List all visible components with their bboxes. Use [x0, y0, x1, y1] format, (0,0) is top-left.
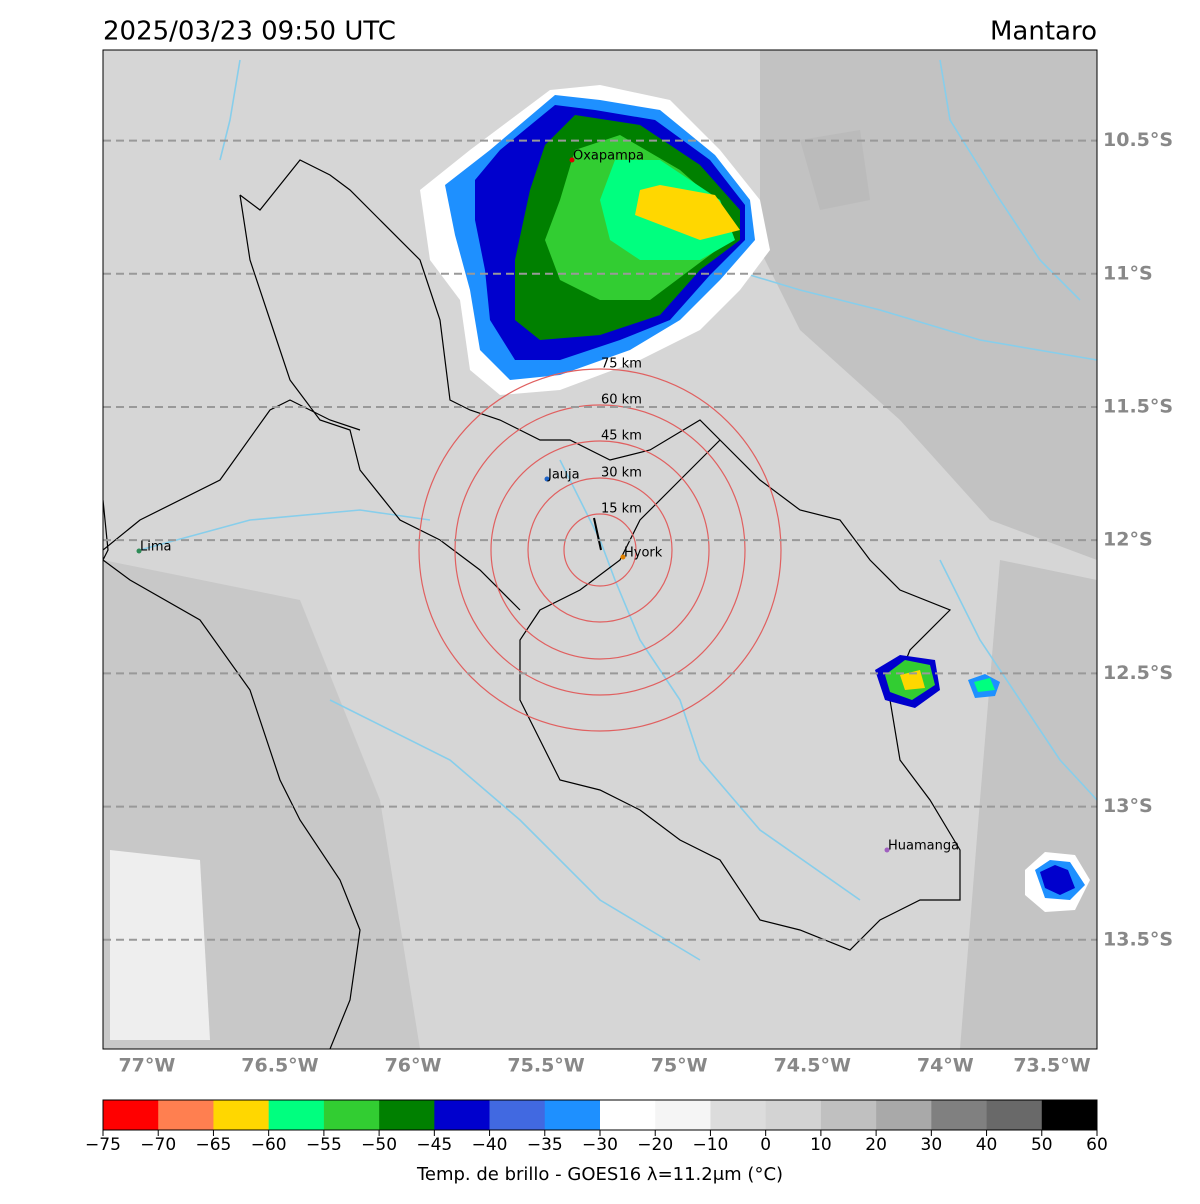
colorbar-segment: [489, 1100, 546, 1130]
colorbar-tick-label: −65: [195, 1135, 231, 1155]
y-tick-label: 10.5°S: [1103, 129, 1173, 151]
x-tick-label: 74°W: [917, 1055, 974, 1077]
colorbar-segment: [820, 1100, 877, 1130]
colorbar-tick-label: −60: [251, 1135, 287, 1155]
colorbar-segment: [213, 1100, 269, 1130]
colorbar-segment: [876, 1100, 932, 1130]
colorbar-segment: [103, 1100, 159, 1130]
y-tick-label: 12.5°S: [1103, 662, 1173, 684]
colorbar-tick-label: −10: [692, 1135, 728, 1155]
city-label: Huamanga: [888, 839, 959, 854]
colorbar-segment: [600, 1100, 656, 1130]
y-tick-label: 13.5°S: [1103, 928, 1173, 950]
colorbar-tick-label: −75: [85, 1135, 121, 1155]
ring-label: 15 km: [601, 502, 642, 517]
city-dot: [884, 847, 890, 853]
colorbar-segment: [931, 1100, 987, 1130]
city-label: Lima: [140, 540, 171, 555]
colorbar-segment: [655, 1100, 711, 1130]
y-tick-label: 11.5°S: [1103, 395, 1173, 417]
colorbar-tick-label: 30: [921, 1135, 943, 1155]
colorbar-tick-label: 20: [865, 1135, 887, 1155]
x-tick-label: 74.5°W: [774, 1055, 851, 1077]
x-tick-label: 77°W: [118, 1055, 175, 1077]
colorbar-segment: [986, 1100, 1043, 1130]
ring-label: 45 km: [601, 429, 642, 444]
title: 2025/03/23 09:50 UTC: [103, 17, 396, 47]
colorbar-segment: [379, 1100, 435, 1130]
x-tick-label: 76.5°W: [241, 1055, 318, 1077]
colorbar-segment: [158, 1100, 214, 1130]
colorbar-segment: [544, 1100, 601, 1130]
y-tick-label: 13°S: [1103, 795, 1153, 817]
colorbar-segment: [434, 1100, 490, 1130]
colorbar-segment: [268, 1100, 325, 1130]
y-tick-label: 11°S: [1103, 262, 1153, 284]
ring-label: 75 km: [601, 357, 642, 372]
city-label: Oxapampa: [573, 149, 644, 164]
x-tick-label: 73.5°W: [1013, 1055, 1090, 1077]
colorbar-segment: [710, 1100, 766, 1130]
x-tick-label: 76°W: [385, 1055, 442, 1077]
city-dot: [136, 548, 142, 554]
city-dot: [544, 476, 550, 482]
city-dot: [569, 157, 575, 163]
colorbar-segment: [323, 1100, 380, 1130]
colorbar-tick-label: 50: [1031, 1135, 1053, 1155]
city-label: Hyork: [624, 546, 663, 561]
ring-label: 30 km: [601, 466, 642, 481]
city-label: Jauja: [547, 468, 580, 483]
map-area: [103, 50, 1097, 1049]
colorbar-tick-label: −35: [527, 1135, 563, 1155]
ring-label: 60 km: [601, 393, 642, 408]
colorbar-tick-label: 0: [760, 1135, 771, 1155]
colorbar-tick-label: −70: [140, 1135, 176, 1155]
colorbar-segment: [765, 1100, 822, 1130]
region-name: Mantaro: [990, 17, 1097, 47]
colorbar-tick-label: 40: [976, 1135, 998, 1155]
colorbar-tick-label: −20: [637, 1135, 673, 1155]
colorbar-segment: [1041, 1100, 1098, 1130]
city-dot: [620, 554, 626, 560]
colorbar-tick-label: −30: [582, 1135, 618, 1155]
colorbar-tick-label: −55: [306, 1135, 342, 1155]
colorbar-tick-label: 60: [1086, 1135, 1108, 1155]
colorbar-tick-label: −50: [361, 1135, 397, 1155]
x-tick-label: 75.5°W: [507, 1055, 584, 1077]
colorbar-label: Temp. de brillo - GOES16 λ=11.2μm (°C): [416, 1164, 783, 1185]
colorbar-tick-label: 10: [810, 1135, 832, 1155]
colorbar-tick-label: −45: [416, 1135, 452, 1155]
x-tick-label: 75°W: [651, 1055, 708, 1077]
colorbar-tick-label: −40: [472, 1135, 508, 1155]
y-tick-label: 12°S: [1103, 529, 1153, 551]
